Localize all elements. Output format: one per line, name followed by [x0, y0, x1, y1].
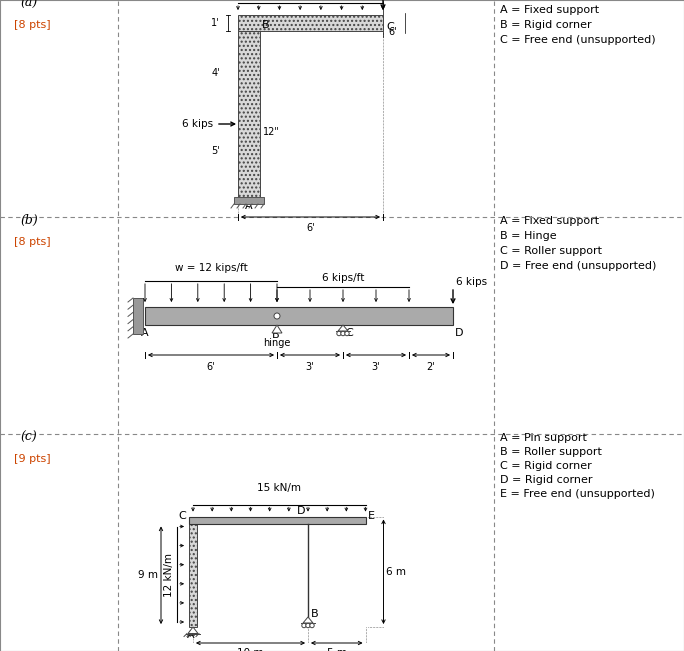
Text: 12 kN/m: 12 kN/m — [164, 553, 174, 597]
Text: (a): (a) — [20, 0, 37, 10]
Text: 6': 6' — [207, 362, 215, 372]
Text: A = Pin support: A = Pin support — [500, 433, 587, 443]
Text: A = Fixed support: A = Fixed support — [500, 216, 599, 226]
Bar — [145, 307, 453, 325]
Text: 5': 5' — [211, 146, 220, 156]
Text: B = Roller support: B = Roller support — [500, 447, 602, 457]
Text: C = Rigid corner: C = Rigid corner — [500, 461, 592, 471]
Text: B: B — [262, 20, 269, 30]
Text: (b): (b) — [20, 214, 38, 227]
Bar — [234, 197, 264, 204]
Text: C: C — [179, 511, 186, 521]
Polygon shape — [272, 325, 282, 333]
Text: 2': 2' — [427, 362, 436, 372]
Text: B: B — [311, 609, 319, 619]
Text: D: D — [455, 328, 464, 338]
Text: 4': 4' — [211, 68, 220, 77]
Circle shape — [345, 331, 350, 336]
Bar — [238, 31, 260, 197]
Polygon shape — [188, 627, 198, 633]
Circle shape — [274, 313, 280, 319]
Bar — [189, 523, 197, 627]
Text: 6 m: 6 m — [386, 567, 406, 577]
Text: 15 kN/m: 15 kN/m — [257, 484, 301, 493]
Text: B = Rigid corner: B = Rigid corner — [500, 20, 592, 30]
Text: hinge: hinge — [263, 338, 291, 348]
Text: 10 m: 10 m — [237, 648, 264, 651]
Bar — [133, 298, 143, 334]
Text: 6 kips: 6 kips — [182, 119, 213, 129]
Bar — [238, 15, 383, 31]
Text: E = Free end (unsupported): E = Free end (unsupported) — [500, 489, 655, 499]
Text: 12": 12" — [263, 127, 280, 137]
Polygon shape — [338, 325, 348, 331]
Text: E: E — [367, 511, 375, 521]
Text: 5 m: 5 m — [327, 648, 347, 651]
Text: A: A — [187, 630, 195, 640]
Text: C = Roller support: C = Roller support — [500, 246, 602, 256]
Circle shape — [306, 623, 311, 628]
Text: [8 pts]: [8 pts] — [14, 237, 51, 247]
Circle shape — [341, 331, 345, 336]
Circle shape — [310, 623, 314, 628]
Text: 6 kips/ft: 6 kips/ft — [321, 273, 364, 283]
Text: A: A — [141, 328, 149, 338]
Text: B = Hinge: B = Hinge — [500, 231, 557, 241]
Circle shape — [337, 331, 341, 336]
Text: C: C — [386, 22, 394, 32]
Polygon shape — [303, 617, 313, 623]
Text: 1': 1' — [211, 18, 220, 28]
Text: A: A — [245, 201, 253, 211]
Text: w = 12 kips/ft: w = 12 kips/ft — [174, 263, 248, 273]
Text: C: C — [345, 328, 353, 338]
Text: C = Free end (unsupported): C = Free end (unsupported) — [500, 35, 656, 45]
Text: D = Rigid corner: D = Rigid corner — [500, 475, 592, 485]
Text: 6 kips: 6 kips — [456, 277, 487, 287]
Text: 9 m: 9 m — [138, 570, 158, 580]
Text: B: B — [272, 330, 280, 340]
Text: A = Fixed support: A = Fixed support — [500, 5, 599, 15]
Text: 6': 6' — [388, 27, 397, 37]
Text: D = Free end (unsupported): D = Free end (unsupported) — [500, 261, 657, 271]
Text: 3': 3' — [306, 362, 315, 372]
Text: D: D — [296, 506, 305, 516]
Text: [9 pts]: [9 pts] — [14, 454, 51, 464]
Circle shape — [302, 623, 306, 628]
Text: [8 pts]: [8 pts] — [14, 20, 51, 30]
Bar — [189, 516, 365, 523]
Text: (c): (c) — [20, 431, 37, 444]
Text: 3': 3' — [371, 362, 380, 372]
Text: 6': 6' — [306, 223, 315, 233]
